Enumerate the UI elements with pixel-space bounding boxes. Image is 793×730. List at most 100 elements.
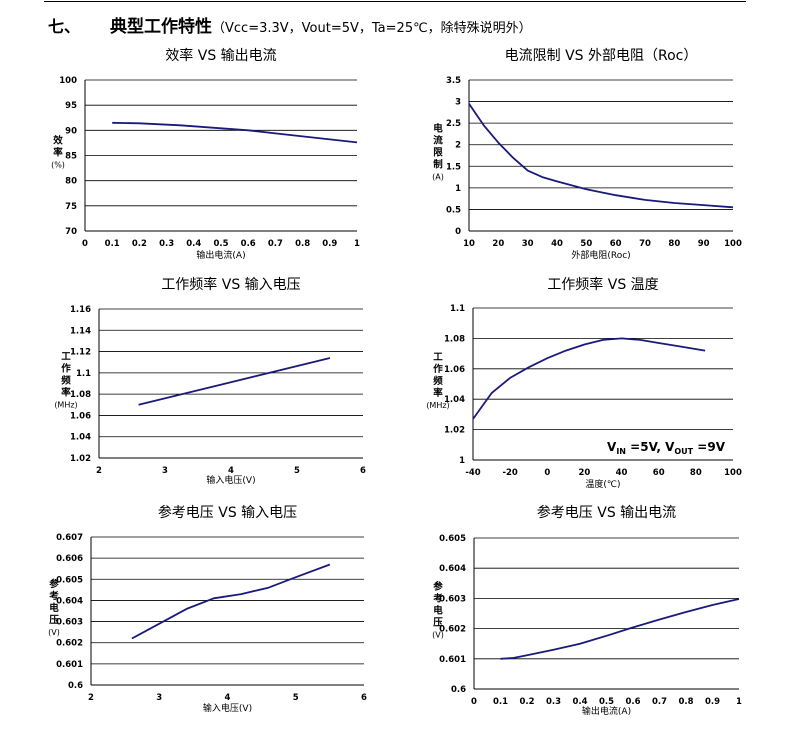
y-tick-label: 0.607: [56, 533, 83, 543]
y-tick-label: 100: [59, 76, 77, 86]
x-tick-label: 30: [522, 239, 534, 249]
series-line: [472, 337, 706, 420]
y-tick-label: 1.02: [444, 426, 465, 436]
y-tick-label: 0: [455, 227, 461, 237]
y-axis-label-part: 电: [433, 123, 443, 135]
y-tick-label: 0.601: [439, 655, 466, 665]
section-heading: 七、 典型工作特性（Vcc=3.3V，Vout=5V，Ta=25℃，除特殊说明外）: [48, 12, 532, 37]
y-tick-label: 1.1: [450, 304, 465, 314]
y-tick-label: 3: [455, 98, 461, 108]
y-tick-label: 1: [455, 184, 461, 194]
y-axis-label-part: 参: [48, 578, 59, 590]
y-axis-label-part: 制: [433, 159, 443, 171]
y-axis-label-part: 考: [49, 590, 59, 602]
top-rule: [44, 1, 746, 2]
x-tick-label: 90: [698, 239, 710, 249]
x-tick-label: 20: [579, 468, 591, 478]
x-axis-label: 输入电压(V): [206, 474, 255, 486]
x-tick-label: 0.3: [546, 697, 561, 707]
y-tick-label: 1.04: [444, 395, 465, 405]
y-tick-label: 1.12: [70, 348, 91, 358]
x-tick-label: 80: [668, 239, 680, 249]
x-axis-label: 外部电阻(Roc): [571, 249, 630, 261]
x-tick-label: 0: [82, 239, 88, 249]
chart-title: 工作频率 VS 温度: [547, 276, 658, 293]
x-tick-label: 2: [96, 466, 102, 476]
y-axis-label-part: 频: [61, 375, 71, 387]
y-tick-label: 0.601: [56, 660, 83, 670]
chart-title: 电流限制 VS 外部电阻（Roc）: [505, 48, 698, 64]
x-axis-label: 输出电流(A): [196, 249, 245, 261]
y-axis-label-part: 频: [433, 375, 443, 387]
x-tick-label: 1: [354, 239, 360, 249]
y-axis-label-part: (MHz): [426, 401, 449, 410]
section-conditions: （Vcc=3.3V，Vout=5V，Ta=25℃，除特殊说明外）: [212, 21, 532, 36]
x-tick-label: 0.5: [213, 239, 228, 249]
y-axis-label-part: 工: [433, 352, 443, 363]
y-tick-label: 1.1: [76, 369, 91, 379]
x-tick-label: 0.4: [186, 239, 201, 249]
x-tick-label: 2: [88, 693, 94, 703]
x-tick-label: 70: [639, 239, 651, 249]
section-number: 七、: [48, 17, 81, 36]
y-axis-label-part: (V): [48, 628, 60, 637]
x-axis-label: 输入电压(V): [203, 702, 252, 714]
y-axis-label-part: (%): [51, 161, 65, 170]
x-tick-label: 20: [492, 239, 504, 249]
y-tick-label: 0.5: [446, 205, 461, 215]
x-tick-label: 4: [225, 693, 231, 703]
y-tick-label: 0.603: [439, 594, 466, 604]
x-tick-label: 0.6: [241, 239, 256, 249]
y-axis-label-part: (MHz): [54, 401, 77, 410]
y-tick-label: 1.16: [70, 305, 91, 315]
y-tick-label: 0.605: [439, 534, 466, 544]
x-tick-label: 3: [162, 466, 168, 476]
y-tick-label: 95: [65, 101, 77, 111]
series-line: [131, 563, 331, 640]
chart-title: 工作频率 VS 输入电压: [161, 276, 300, 293]
x-tick-label: 0.1: [493, 697, 508, 707]
x-tick-label: 6: [361, 693, 367, 703]
y-axis-label-part: 率: [53, 147, 63, 159]
y-tick-label: 0.604: [439, 564, 466, 574]
x-tick-label: 4: [228, 466, 234, 476]
x-tick-label: 5: [293, 693, 299, 703]
x-tick-label: -20: [502, 468, 517, 478]
x-tick-label: 0.6: [625, 697, 640, 707]
x-tick-label: 0.9: [322, 239, 337, 249]
x-tick-label: 1: [736, 697, 742, 707]
x-tick-label: 0.2: [519, 697, 534, 707]
x-tick-label: 50: [580, 239, 592, 249]
y-axis-label-part: 考: [433, 593, 443, 605]
y-tick-label: 0.603: [56, 618, 83, 628]
y-tick-label: 2.5: [446, 119, 461, 129]
y-tick-label: 1.08: [444, 334, 465, 344]
x-tick-label: 0.8: [295, 239, 310, 249]
y-tick-label: 90: [65, 126, 77, 136]
condition-annotation: VIN =5V, VOUT =9V: [607, 440, 726, 456]
x-tick-label: 100: [724, 239, 742, 249]
series-line: [468, 103, 734, 209]
y-tick-label: 1.06: [70, 411, 91, 421]
y-axis-label-part: (A): [432, 173, 444, 182]
y-tick-label: 1.14: [70, 326, 91, 336]
y-tick-label: 1.04: [70, 433, 91, 443]
y-tick-label: 0.602: [439, 625, 466, 635]
y-tick-label: 1.08: [70, 390, 91, 400]
x-axis-label: 输出电流(A): [582, 705, 631, 717]
y-axis-label-part: 效: [53, 135, 63, 147]
y-tick-label: 1.02: [70, 454, 91, 464]
y-axis-label-part: 压: [433, 618, 443, 629]
y-axis-label-part: 工: [61, 352, 71, 363]
x-tick-label: 5: [294, 466, 300, 476]
y-axis-label-part: 电: [49, 602, 59, 614]
y-tick-label: 0.6: [451, 685, 466, 695]
x-tick-label: 0.7: [268, 239, 283, 249]
y-axis-label-part: 电: [433, 605, 443, 617]
x-tick-label: 0.1: [105, 239, 120, 249]
